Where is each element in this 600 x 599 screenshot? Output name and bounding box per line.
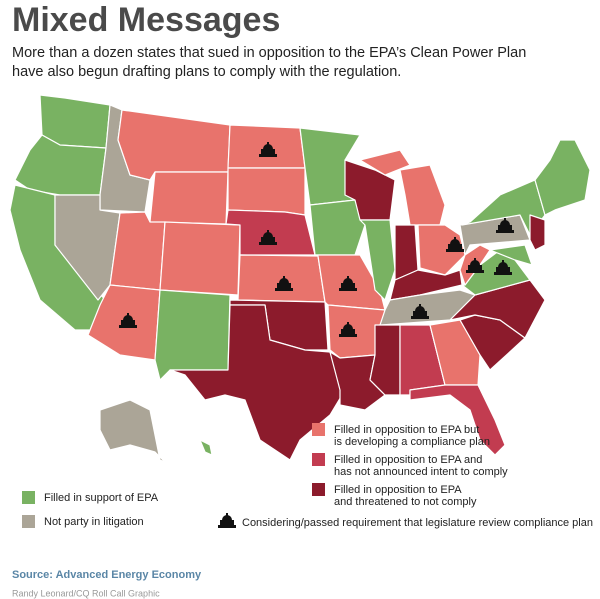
state — [117, 109, 231, 181]
legend-swatch — [22, 515, 35, 528]
state — [199, 439, 213, 456]
legend-label: Considering/passed requirement that legi… — [242, 517, 593, 529]
legend-label: Filled in support of EPA — [44, 492, 159, 504]
state — [359, 219, 396, 301]
state — [309, 199, 366, 256]
legend-label: Filled in opposition to EPA and — [334, 454, 482, 466]
state — [379, 289, 476, 326]
legend-label: is developing a compliance plan — [334, 436, 490, 448]
state — [534, 139, 591, 216]
us-map — [9, 94, 591, 463]
state — [99, 399, 166, 463]
subtitle: have also begun drafting plans to comply… — [12, 64, 401, 80]
state — [109, 211, 166, 291]
legend-label: Not party in litigation — [44, 516, 144, 528]
state — [409, 384, 506, 456]
subtitle: More than a dozen states that sued in op… — [12, 45, 526, 61]
state — [369, 324, 401, 396]
state — [227, 167, 306, 216]
state — [529, 214, 546, 251]
legend-swatch — [22, 491, 35, 504]
state — [237, 254, 326, 303]
credit: Randy Leonard/CQ Roll Call Graphic — [12, 588, 160, 598]
state — [154, 289, 231, 381]
legend-swatch — [312, 453, 325, 466]
state — [359, 149, 411, 176]
state — [149, 171, 229, 225]
source: Source: Advanced Energy Economy — [12, 569, 202, 581]
legend-label: Filled in opposition to EPA but — [334, 424, 479, 436]
state — [429, 319, 481, 386]
state — [399, 164, 446, 226]
legend-icon — [218, 513, 236, 528]
legend-label: and threatened to not comply — [334, 496, 477, 508]
legend-label: has not announced intent to comply — [334, 466, 508, 478]
legend-swatch — [312, 423, 325, 436]
state — [489, 244, 533, 266]
state — [169, 304, 346, 461]
legend-swatch — [312, 483, 325, 496]
state — [159, 221, 241, 296]
title: Mixed Messages — [12, 1, 280, 39]
legend-label: Filled in opposition to EPA — [334, 484, 462, 496]
